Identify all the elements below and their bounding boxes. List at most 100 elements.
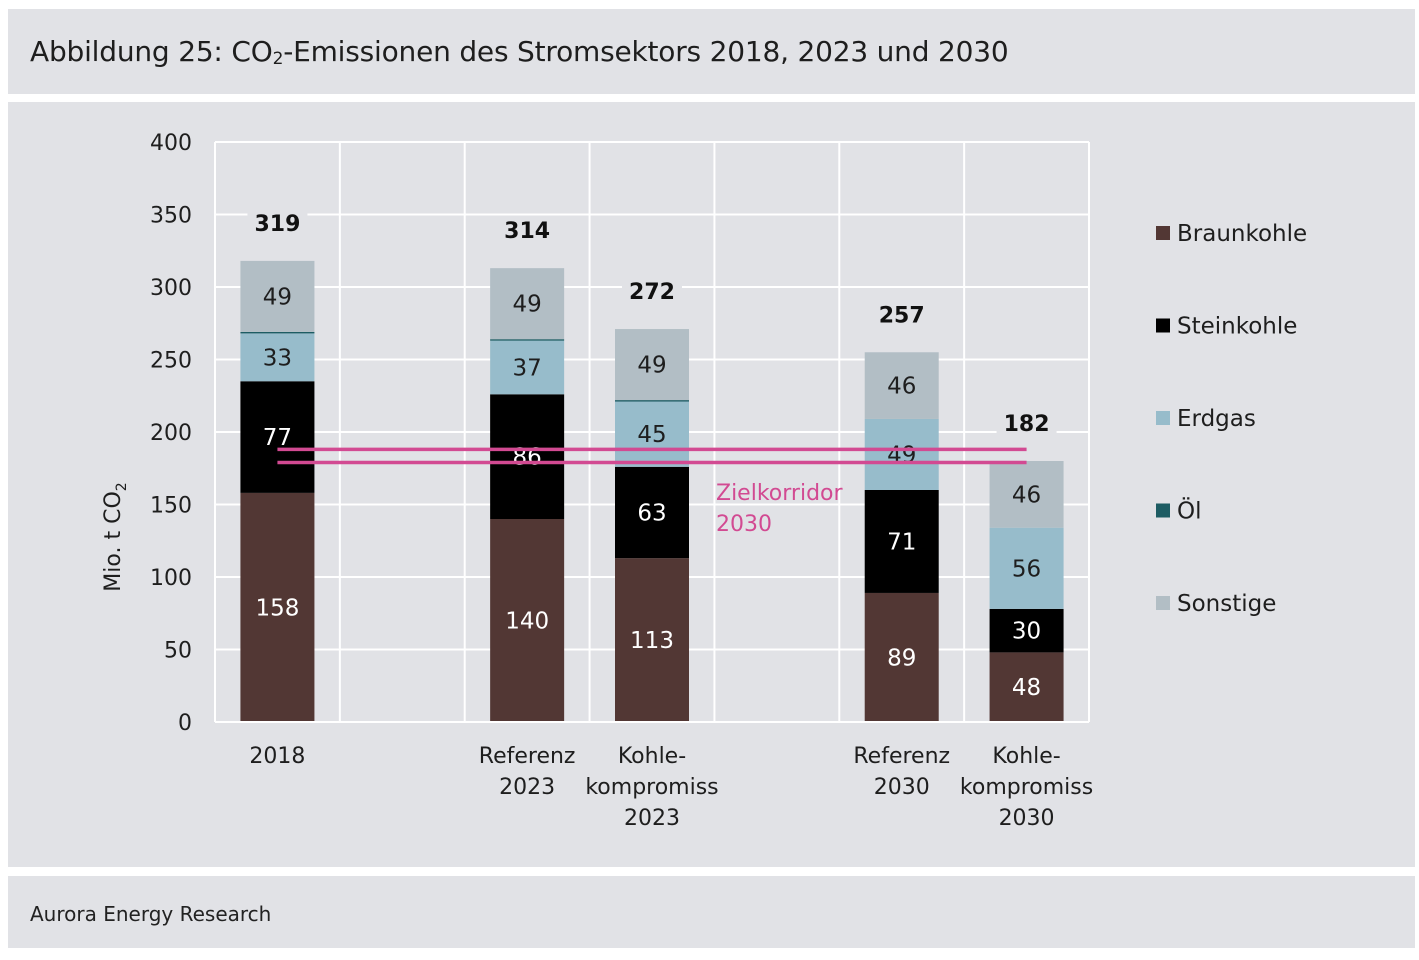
y-tick-label: 250 bbox=[150, 349, 192, 374]
y-tick-labels: 0 50 100 150 200 250 300 350 400 bbox=[150, 131, 192, 736]
axes bbox=[214, 142, 1089, 723]
total-label-bg bbox=[996, 412, 1057, 438]
target-label: 2030 bbox=[716, 512, 772, 537]
total-label: 272 bbox=[629, 280, 675, 305]
data-label: 71 bbox=[887, 529, 916, 555]
bar-segment bbox=[490, 340, 565, 395]
bar-segment bbox=[989, 461, 1064, 528]
x-tick-label: Referenz bbox=[853, 744, 950, 769]
x-tick-label: 2023 bbox=[499, 775, 555, 800]
data-label: 77 bbox=[263, 425, 292, 451]
legend-label: Erdgas bbox=[1177, 406, 1256, 432]
bar-segment bbox=[864, 418, 939, 490]
y-tick-label: 300 bbox=[150, 276, 192, 301]
y-tick-label: 400 bbox=[150, 131, 192, 156]
total-label: 319 bbox=[254, 212, 300, 237]
legend-label: Braunkohle bbox=[1177, 221, 1307, 247]
bar-segment bbox=[615, 466, 689, 559]
target-corridor: Zielkorridor 2030 bbox=[277, 447, 1027, 537]
x-tick-label: Referenz bbox=[479, 744, 576, 769]
x-tick-label: Kohle- bbox=[618, 744, 686, 769]
figure-title: Abbildung 25: CO2-Emissionen des Stromse… bbox=[30, 35, 1009, 69]
title-panel: Abbildung 25: CO2-Emissionen des Stromse… bbox=[8, 9, 1415, 94]
data-label: 46 bbox=[1012, 482, 1041, 508]
total-label: 182 bbox=[1004, 412, 1050, 437]
bars: 1587733493191408637493141136345492728971… bbox=[240, 211, 1064, 722]
y-tick-label: 0 bbox=[178, 711, 192, 736]
y-tick-label: 200 bbox=[150, 421, 192, 446]
bar-segment bbox=[864, 352, 939, 419]
total-label-bg bbox=[871, 303, 932, 330]
data-label: 89 bbox=[887, 645, 916, 671]
bar-segment bbox=[490, 268, 565, 340]
y-axis-label-subscript: 2 bbox=[114, 482, 130, 491]
data-label: 49 bbox=[263, 284, 292, 310]
legend-label: Sonstige bbox=[1177, 591, 1276, 617]
emissions-chart: 1587733493191408637493141136345492728971… bbox=[101, 131, 1307, 831]
data-label: 33 bbox=[263, 345, 292, 371]
data-label: 113 bbox=[630, 628, 674, 654]
title-subscript: 2 bbox=[272, 49, 284, 69]
bar-segment bbox=[615, 558, 689, 722]
total-label-bg bbox=[622, 280, 682, 307]
data-label: 140 bbox=[505, 609, 549, 635]
data-label: 56 bbox=[1012, 556, 1041, 582]
bar-segment bbox=[615, 400, 689, 402]
title-text: Abbildung 25: CO bbox=[30, 35, 273, 68]
y-tick-label: 150 bbox=[150, 494, 192, 519]
data-label: 30 bbox=[1012, 619, 1041, 645]
bar-segment bbox=[490, 394, 565, 519]
total-label: 314 bbox=[504, 219, 550, 244]
x-tick-label: Kohle- bbox=[992, 744, 1060, 769]
data-label: 46 bbox=[887, 374, 916, 400]
title-text-suffix: -Emissionen des Stromsektors 2018, 2023 … bbox=[283, 35, 1009, 68]
bar-segment bbox=[615, 401, 689, 467]
y-tick-label: 50 bbox=[164, 639, 192, 664]
x-tick-label: 2023 bbox=[624, 806, 680, 831]
total-label-bg bbox=[247, 211, 308, 238]
bar-segment bbox=[864, 592, 939, 722]
bar-segment bbox=[240, 331, 315, 334]
bar-segment bbox=[240, 381, 315, 493]
y-axis-label: Mio. t CO2 bbox=[101, 482, 130, 591]
total-label: 257 bbox=[879, 303, 925, 328]
y-tick-label: 100 bbox=[150, 566, 192, 591]
bar-segment bbox=[240, 260, 315, 332]
bar-segment bbox=[864, 490, 939, 593]
legend-swatch bbox=[1156, 411, 1170, 425]
x-tick-label: 2030 bbox=[999, 806, 1055, 831]
data-label: 48 bbox=[1012, 675, 1041, 701]
bar-segment bbox=[989, 527, 1064, 609]
chart-panel: 158 77 33 49 319 140 86 37 49 314 113 63 45 49 272 89 71… bbox=[8, 102, 1415, 867]
bar-segment bbox=[240, 333, 315, 382]
bar-segment bbox=[240, 492, 315, 722]
legend-swatch bbox=[1156, 503, 1170, 518]
footer-panel: Aurora Energy Research bbox=[8, 876, 1415, 948]
bar-segment bbox=[490, 519, 565, 722]
x-tick-label: kompromiss bbox=[960, 775, 1093, 800]
bar-segment bbox=[989, 652, 1064, 722]
bar-segment bbox=[490, 339, 565, 341]
y-axis-label-text: Mio. t CO bbox=[101, 491, 126, 591]
x-tick-label: 2018 bbox=[249, 744, 305, 769]
data-label: 49 bbox=[637, 353, 666, 379]
bar-segment bbox=[615, 329, 689, 401]
data-label: 45 bbox=[637, 422, 666, 448]
legend: Braunkohle Steinkohle Erdgas Öl Sonstige bbox=[1156, 221, 1307, 617]
legend-label: Öl bbox=[1177, 497, 1202, 525]
legend-swatch bbox=[1156, 226, 1170, 240]
target-label: Zielkorridor bbox=[716, 481, 843, 506]
data-label: 49 bbox=[513, 292, 542, 318]
x-tick-label: 2030 bbox=[874, 775, 930, 800]
total-label-bg bbox=[497, 219, 558, 246]
data-label: 158 bbox=[255, 595, 299, 621]
data-label: 49 bbox=[887, 442, 916, 468]
x-tick-label: kompromiss bbox=[585, 775, 718, 800]
source-note: Aurora Energy Research bbox=[30, 902, 272, 926]
data-label: 37 bbox=[513, 355, 542, 381]
x-tick-labels: 2018 Referenz 2023 Kohle-kompromiss 2023 Refe… bbox=[249, 744, 1093, 831]
y-tick-label: 350 bbox=[150, 204, 192, 229]
legend-label: Steinkohle bbox=[1177, 314, 1297, 340]
legend-swatch bbox=[1156, 318, 1170, 333]
bar-segment bbox=[989, 608, 1064, 653]
